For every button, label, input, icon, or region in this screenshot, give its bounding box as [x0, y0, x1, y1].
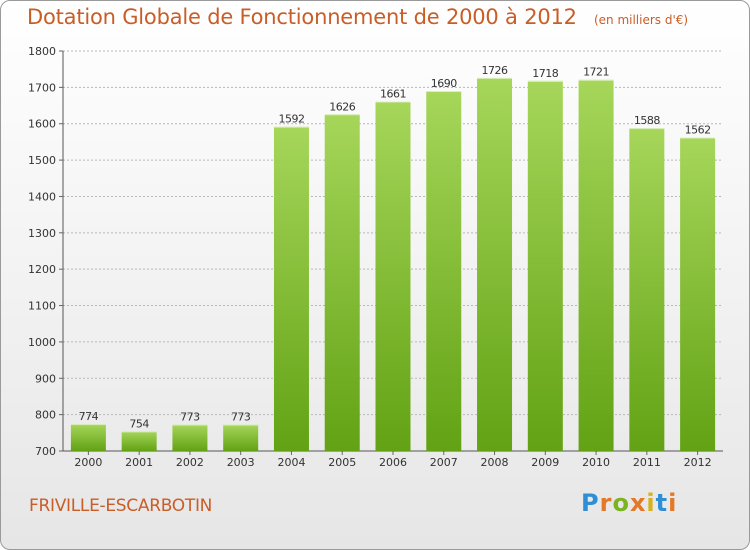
- data-label: 1726: [482, 64, 508, 77]
- x-tick-label: 2000: [74, 456, 102, 469]
- grid-lines: [59, 50, 723, 452]
- x-tick-label: 2003: [227, 456, 255, 469]
- bar: [629, 128, 665, 451]
- logo-letter: r: [599, 489, 613, 517]
- data-label: 754: [129, 417, 149, 430]
- chart-title: Dotation Globale de Fonctionnement de 20…: [27, 5, 577, 29]
- bar: [70, 424, 106, 451]
- data-label: 774: [79, 410, 99, 423]
- bar: [426, 91, 462, 451]
- logo-letter: i: [668, 489, 678, 517]
- y-tick-label: 1100: [28, 300, 56, 313]
- data-label: 1626: [329, 100, 355, 113]
- proxiti-logo: Proxiti: [581, 489, 677, 517]
- bar: [324, 114, 360, 451]
- x-tick-label: 2010: [582, 456, 610, 469]
- x-tick-label: 2004: [277, 456, 305, 469]
- bar: [172, 424, 208, 451]
- data-label: 773: [231, 410, 251, 423]
- logo-letter: i: [646, 489, 656, 517]
- bar: [477, 77, 513, 451]
- y-tick-labels: 700 800 900 1000 1100 1200 1300 1400 1500 1600 170…: [28, 45, 56, 458]
- bar: [121, 431, 157, 451]
- y-tick-label: 1300: [28, 227, 56, 240]
- bar: [375, 101, 411, 451]
- x-tick-label: 2011: [633, 456, 661, 469]
- chart-subtitle: (en milliers d'€): [593, 13, 689, 27]
- data-label: 1588: [634, 114, 660, 127]
- title-row: Dotation Globale de Fonctionnement de 20…: [27, 5, 688, 29]
- bar: [578, 79, 614, 452]
- x-tick-labels: 2000 2001 2002 2003 2004 2005 2006 2007 2008 2009…: [74, 451, 712, 469]
- y-tick-label: 1400: [28, 190, 56, 203]
- bar: [680, 137, 716, 451]
- y-tick-label: 900: [35, 372, 56, 385]
- y-tick-label: 1200: [28, 263, 56, 276]
- logo-letter: P: [581, 489, 600, 517]
- y-tick-label: 1800: [28, 45, 56, 58]
- commune-name: FRIVILLE-ESCARBOTIN: [29, 496, 213, 516]
- x-tick-label: 2012: [684, 456, 712, 469]
- y-tick-label: 800: [35, 409, 56, 422]
- x-tick-label: 2006: [379, 456, 407, 469]
- x-tick-label: 2009: [531, 456, 559, 469]
- data-label: 1718: [532, 67, 558, 80]
- bar: [527, 80, 563, 452]
- bars: [70, 77, 716, 452]
- y-tick-label: 700: [35, 445, 56, 458]
- bar: [273, 126, 309, 452]
- y-tick-label: 1700: [28, 81, 56, 94]
- x-tick-label: 2007: [430, 456, 458, 469]
- logo-letter: t: [655, 489, 669, 517]
- logo-letter: x: [629, 489, 647, 517]
- y-tick-label: 1500: [28, 154, 56, 167]
- x-tick-label: 2001: [125, 456, 153, 469]
- y-tick-label: 1000: [28, 336, 56, 349]
- data-label: 773: [180, 410, 200, 423]
- bar: [223, 424, 259, 451]
- logo-letter: o: [612, 489, 630, 517]
- x-tick-label: 2002: [176, 456, 204, 469]
- data-label: 1562: [685, 124, 711, 137]
- data-label: 1592: [278, 113, 304, 126]
- data-label: 1721: [583, 66, 609, 79]
- data-label: 1690: [431, 77, 457, 90]
- x-tick-label: 2008: [481, 456, 509, 469]
- data-labels: 774 754 773 773 1592 1626 1661 1690 1726 1718 1721…: [79, 64, 711, 430]
- y-tick-label: 1600: [28, 118, 56, 131]
- x-tick-label: 2005: [328, 456, 356, 469]
- data-label: 1661: [380, 88, 406, 101]
